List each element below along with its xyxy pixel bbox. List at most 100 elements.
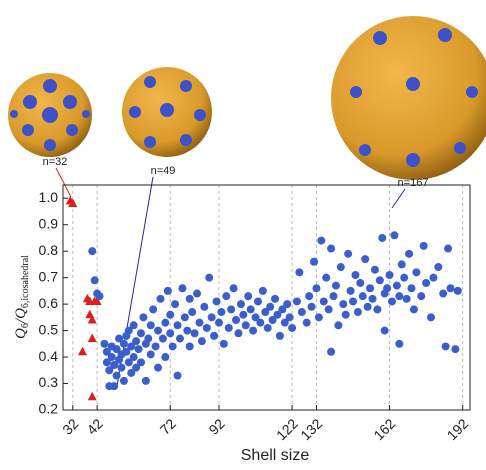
- marker: [361, 255, 370, 264]
- marker: [236, 300, 245, 309]
- marker: [378, 233, 387, 242]
- x-tick-label: 192: [444, 415, 472, 443]
- marker: [146, 350, 155, 359]
- marker: [388, 297, 397, 306]
- marker: [358, 292, 367, 301]
- marker: [439, 289, 448, 298]
- marker: [185, 342, 194, 351]
- marker: [132, 337, 141, 346]
- marker: [124, 358, 133, 367]
- marker: [112, 345, 121, 354]
- marker: [419, 241, 428, 250]
- marker: [322, 273, 331, 282]
- y-label-part: /Q: [13, 308, 29, 324]
- marker: [193, 289, 202, 298]
- marker: [273, 310, 282, 319]
- marker: [136, 358, 145, 367]
- plot-frame: [62, 184, 471, 411]
- marker: [375, 276, 384, 285]
- marker: [275, 331, 284, 340]
- x-tick-label: 42: [84, 415, 106, 437]
- y-tick-label: 0.4: [39, 348, 59, 364]
- marker: [241, 321, 250, 330]
- marker: [87, 315, 97, 324]
- marker: [168, 342, 177, 351]
- marker: [88, 247, 97, 256]
- marker: [222, 292, 231, 301]
- marker: [107, 353, 116, 362]
- marker: [363, 302, 372, 311]
- marker: [77, 346, 87, 356]
- marker: [327, 347, 336, 356]
- marker: [212, 297, 221, 306]
- marker: [115, 334, 124, 343]
- marker: [246, 305, 255, 314]
- marker: [444, 244, 453, 253]
- marker: [166, 310, 175, 319]
- y-label-part: Q: [13, 328, 29, 339]
- marker: [417, 292, 426, 301]
- marker: [341, 310, 350, 319]
- marker: [195, 318, 204, 327]
- marker: [161, 353, 170, 362]
- marker: [227, 305, 236, 314]
- y-tick-label: 0.6: [39, 295, 59, 311]
- marker: [139, 313, 148, 322]
- x-tick-label: 162: [370, 415, 398, 443]
- marker: [395, 339, 404, 348]
- marker: [102, 358, 111, 367]
- marker: [185, 294, 194, 303]
- x-tick-label: 122: [273, 415, 301, 443]
- marker: [314, 313, 323, 322]
- marker: [395, 292, 404, 301]
- marker: [305, 292, 314, 301]
- marker: [263, 323, 272, 332]
- annotation: n=167: [398, 177, 429, 189]
- y-axis-label: Q6/Q6,icosahedral: [13, 255, 31, 339]
- marker: [253, 297, 262, 306]
- marker: [412, 268, 421, 277]
- marker: [90, 276, 99, 285]
- x-tick-label: 72: [157, 415, 179, 437]
- marker: [200, 302, 209, 311]
- marker: [336, 263, 345, 272]
- marker: [87, 391, 97, 401]
- marker: [268, 316, 277, 324]
- marker: [136, 329, 145, 338]
- marker: [102, 347, 111, 356]
- marker: [392, 281, 401, 290]
- marker: [224, 323, 233, 332]
- marker: [219, 339, 228, 348]
- marker: [307, 302, 316, 311]
- y-tick-label: 0.8: [39, 242, 59, 258]
- marker: [92, 296, 102, 305]
- marker: [390, 231, 399, 240]
- marker: [249, 326, 258, 335]
- marker: [451, 345, 460, 354]
- marker: [292, 297, 301, 306]
- marker: [190, 329, 199, 338]
- marker: [154, 363, 163, 372]
- y-label-part: 6: [20, 323, 31, 328]
- marker: [141, 376, 150, 385]
- marker: [178, 284, 187, 293]
- marker: [327, 244, 336, 253]
- marker: [258, 286, 267, 295]
- marker: [402, 294, 411, 303]
- y-tick-label: 0.9: [39, 215, 59, 231]
- marker: [312, 284, 321, 293]
- y-tick-label: 0.7: [39, 268, 59, 284]
- marker: [144, 334, 153, 343]
- marker: [271, 294, 280, 303]
- marker: [117, 363, 126, 372]
- marker: [351, 271, 360, 279]
- marker: [110, 361, 119, 369]
- marker: [427, 313, 436, 322]
- marker: [310, 257, 319, 266]
- marker: [385, 271, 394, 279]
- y-tick-label: 0.3: [39, 374, 59, 390]
- marker: [297, 308, 306, 317]
- x-tick-label: 92: [205, 415, 227, 437]
- y-tick-label: 0.5: [39, 321, 59, 337]
